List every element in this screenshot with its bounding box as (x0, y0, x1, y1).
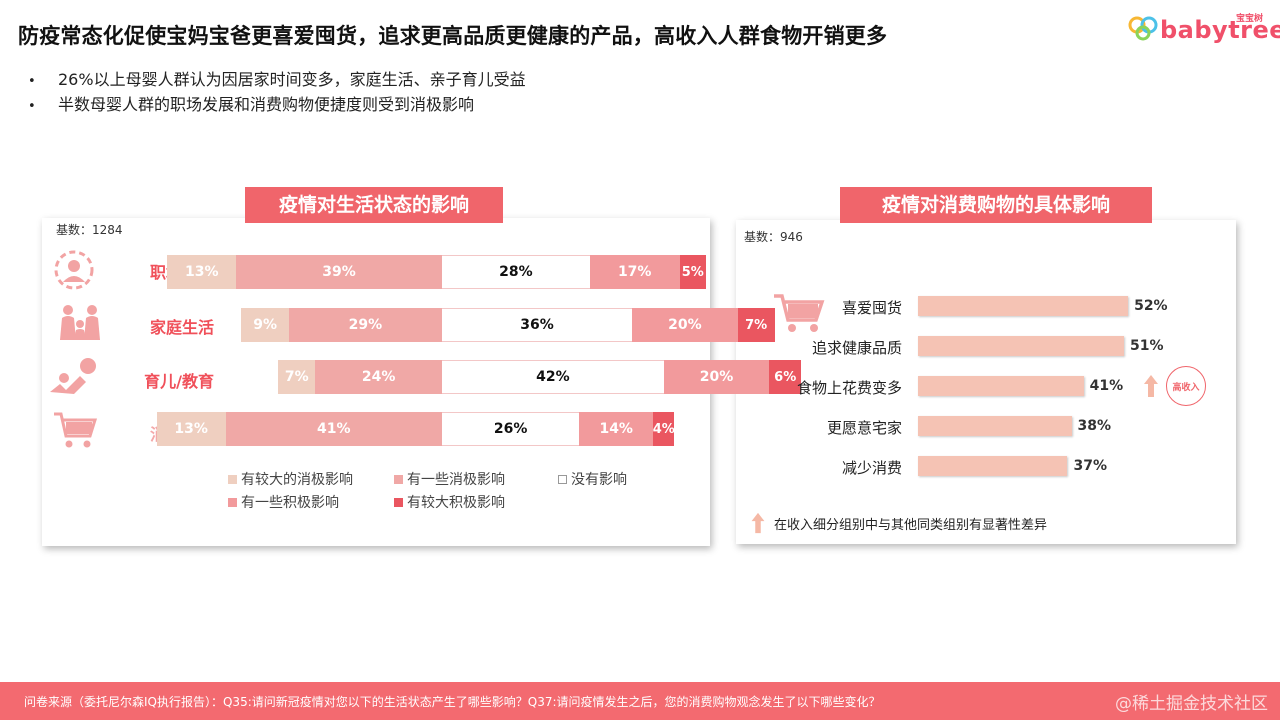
hbar-category-label: 更愿意宅家 (826, 419, 902, 437)
legend-item: 有一些积极影响 (228, 492, 339, 512)
shopping-cart-icon (774, 294, 825, 332)
seg-large-negative: 13% (156, 412, 226, 446)
seg-some-negative: 39% (236, 255, 442, 289)
hbar-bar (918, 296, 1129, 316)
up-arrow-icon (1144, 375, 1158, 397)
shopping-cart-icon (54, 412, 98, 448)
seg-some-positive: 20% (663, 360, 770, 394)
page-title: 防疫常态化促使宝妈宝爸更喜爱囤货，追求更高品质更健康的产品，高收入人群食物开销更… (18, 24, 888, 48)
seg-large-positive: 7% (737, 308, 775, 342)
seg-large-positive: 6% (769, 360, 802, 394)
significance-note: 在收入细分组别中与其他同类组别有显著性差异 (750, 512, 1047, 534)
seg-neutral: 36% (442, 308, 633, 342)
footer-source: 问卷来源（委托尼尔森IQ执行报告）：Q35:请问新冠疫情对您以下的生活状态产生了… (0, 682, 1280, 720)
up-arrow-icon (751, 512, 765, 534)
seg-large-negative: 13% (167, 255, 237, 289)
legend-swatch (228, 497, 237, 507)
source-text: 问卷来源（委托尼尔森IQ执行报告）：Q35:请问新冠疫情对您以下的生活状态产生了… (24, 695, 881, 709)
seg-some-negative: 41% (225, 412, 442, 446)
bullet-item: • 26%以上母婴人群认为因居家时间变多，家庭生活、亲子育儿受益 (28, 70, 526, 89)
life-impact-base: 基数：1284 (56, 223, 123, 237)
hbar-bar (918, 336, 1125, 356)
hbar-value-label: 37% (1073, 458, 1107, 474)
logo-cn-text: 宝宝树 (1236, 14, 1264, 24)
hbar-value-label: 52% (1134, 298, 1168, 314)
seg-large-positive: 4% (653, 412, 675, 446)
life-impact-title: 疫情对生活状态的影响 (245, 187, 503, 223)
hbar-bar (918, 376, 1084, 396)
seg-some-negative: 29% (288, 308, 442, 342)
hbar-category-label: 喜爱囤货 (841, 299, 902, 317)
high-income-badge: 高收入 (1166, 366, 1206, 406)
hbar-value-label: 51% (1130, 338, 1164, 354)
hbar-category-label: 减少消费 (841, 459, 902, 477)
babytree-logo-icon (1128, 16, 1158, 41)
hbar-value-label: 41% (1089, 378, 1124, 394)
seg-large-positive: 5% (679, 255, 706, 289)
legend-item: 有较大的消极影响 (228, 469, 353, 489)
legend-item: 有较大积极影响 (394, 492, 505, 512)
bullet-item: • 半数母婴人群的职场发展和消费购物便捷度则受到消极影响 (28, 95, 475, 114)
family-icon (60, 305, 100, 340)
hbar-category-label: 食物上花费变多 (796, 379, 902, 397)
legend-item: 有一些消极影响 (394, 469, 505, 489)
seg-neutral: 26% (442, 412, 580, 446)
seg-large-negative: 9% (241, 308, 289, 342)
parenting-icon (50, 358, 96, 394)
legend-swatch (558, 474, 567, 484)
legend-swatch (394, 497, 403, 507)
watermark: @稀土掘金技术社区 (1115, 694, 1268, 714)
seg-some-positive: 14% (579, 412, 654, 446)
legend-swatch (228, 474, 237, 484)
row-label-parenting: 育儿/教育 (144, 372, 214, 391)
legend-swatch (394, 474, 403, 484)
shopping-impact-title: 疫情对消费购物的具体影响 (840, 187, 1152, 223)
legend-item: 没有影响 (558, 469, 627, 489)
career-icon (54, 250, 94, 290)
summary-bullets: • 26%以上母婴人群认为因居家时间变多，家庭生活、亲子育儿受益 • 半数母婴人群的… (28, 68, 526, 118)
row-label-family: 家庭生活 (149, 318, 214, 337)
hbar-value-label: 38% (1077, 418, 1112, 434)
shopping-impact-base: 基数：946 (744, 230, 803, 244)
seg-some-positive: 17% (589, 255, 680, 289)
logo-wordmark: babytree (1160, 16, 1280, 44)
hbar-bar (918, 416, 1072, 436)
seg-neutral: 42% (442, 360, 664, 394)
seg-some-positive: 20% (632, 308, 738, 342)
hbar-bar (918, 456, 1068, 476)
hbar-category-label: 追求健康品质 (811, 339, 902, 357)
babytree-logo: babytree 宝宝树 (1126, 8, 1280, 48)
seg-neutral: 28% (442, 255, 590, 289)
seg-some-negative: 24% (315, 360, 442, 394)
seg-large-negative: 7% (278, 360, 316, 394)
